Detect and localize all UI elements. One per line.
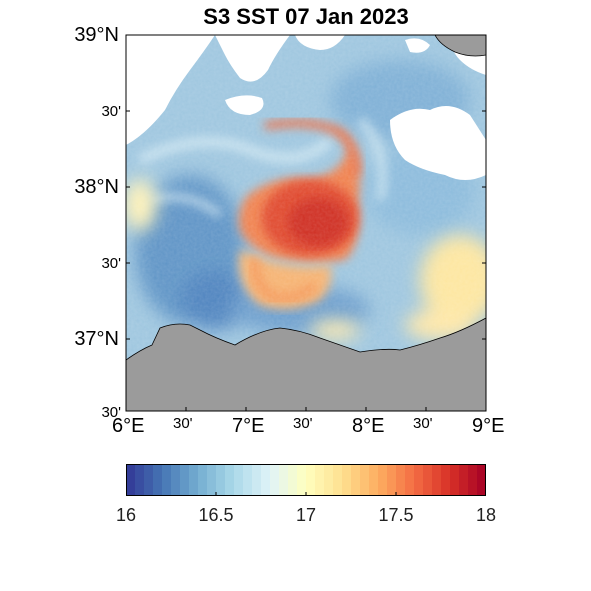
colorbar-segment (135, 464, 145, 496)
colorbar-segment (450, 464, 460, 496)
y-tick-label: 30' (101, 404, 121, 421)
colorbar-segment (369, 464, 379, 496)
x-tick-label: 30' (173, 415, 193, 432)
colorbar-segment (432, 464, 442, 496)
land-mass-north (434, 35, 486, 57)
y-tick-label: 38°N (74, 176, 119, 198)
colorbar-segment (396, 464, 406, 496)
colorbar-segment (180, 464, 190, 496)
colorbar-segment (243, 464, 253, 496)
colorbar-segment (423, 464, 433, 496)
x-tick-label: 30' (413, 415, 433, 432)
colorbar-tick-label: 16.5 (198, 505, 234, 525)
colorbar-segment (387, 464, 397, 496)
axis-ticks (126, 34, 486, 411)
map-title: S3 SST 07 Jan 2023 (203, 4, 409, 29)
colorbar-segment (144, 464, 154, 496)
colorbar-segment (270, 464, 280, 496)
colorbar-segment (360, 464, 370, 496)
colorbar-segment (216, 464, 226, 496)
colorbar-segment (342, 464, 352, 496)
no-data-areas (126, 35, 486, 180)
colorbar-segment (297, 464, 307, 496)
colorbar-segment (351, 464, 361, 496)
x-tick-label: 8°E (352, 415, 385, 437)
colorbar-segment (171, 464, 181, 496)
y-tick-label: 39°N (74, 24, 119, 46)
colorbar-segment (162, 464, 172, 496)
x-tick-label: 7°E (232, 415, 265, 437)
colorbar-segment (225, 464, 235, 496)
colorbar-segment (378, 464, 388, 496)
colorbar-segment (234, 464, 244, 496)
colorbar-segment (189, 464, 199, 496)
colorbar-segment (279, 464, 289, 496)
colorbar-segment (126, 464, 136, 496)
colorbar-tick-label: 16 (115, 505, 137, 525)
x-tick-label: 30' (293, 415, 313, 432)
colorbar-tick-label: 17 (295, 505, 317, 525)
colorbar-segment (207, 464, 217, 496)
x-tick-label: 6°E (112, 415, 145, 437)
colorbar-segment (198, 464, 208, 496)
colorbar-segment (306, 464, 316, 496)
colorbar-segment (333, 464, 343, 496)
colorbar-segment (459, 464, 469, 496)
colorbar-segment (324, 464, 334, 496)
x-tick-label: 9°E (472, 415, 505, 437)
colorbar-segment (441, 464, 451, 496)
colorbar-segment (405, 464, 415, 496)
colorbar-segment (315, 464, 325, 496)
colorbar-segment (252, 464, 262, 496)
y-tick-label: 30' (101, 255, 121, 272)
land-mass (126, 317, 486, 411)
colorbar-segment (468, 464, 478, 496)
colorbar-tick-label: 17.5 (378, 505, 414, 525)
colorbar-segment (261, 464, 271, 496)
colorbar-segment (153, 464, 163, 496)
y-tick-label: 30' (101, 103, 121, 120)
colorbar-segment (477, 464, 486, 496)
colorbar-tick-label: 18 (475, 505, 497, 525)
colorbar (126, 464, 486, 496)
y-tick-label: 37°N (74, 328, 119, 350)
colorbar-segment (414, 464, 424, 496)
colorbar-segment (288, 464, 298, 496)
